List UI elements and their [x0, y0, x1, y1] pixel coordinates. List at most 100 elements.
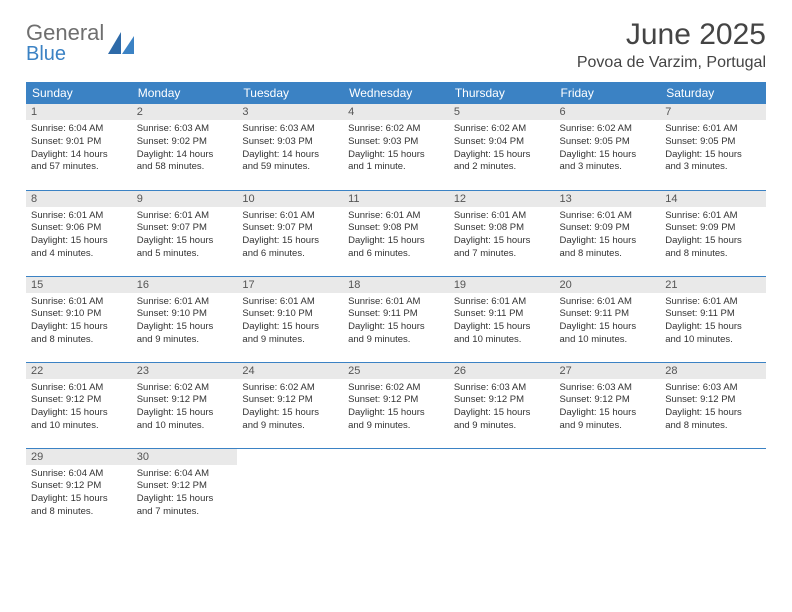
detail-line: Daylight: 15 hours	[454, 149, 550, 162]
weekday-header: Thursday	[449, 82, 555, 104]
detail-line: Sunrise: 6:04 AM	[31, 123, 127, 136]
detail-line: Sunrise: 6:01 AM	[137, 210, 233, 223]
detail-line: Sunset: 9:05 PM	[665, 136, 761, 149]
detail-line: Sunset: 9:12 PM	[31, 480, 127, 493]
detail-line: and 9 minutes.	[137, 334, 233, 347]
detail-line: Sunrise: 6:02 AM	[348, 123, 444, 136]
detail-line: and 8 minutes.	[31, 334, 127, 347]
detail-line: Sunset: 9:08 PM	[348, 222, 444, 235]
detail-line: Daylight: 15 hours	[137, 321, 233, 334]
day-details: Sunrise: 6:01 AMSunset: 9:08 PMDaylight:…	[343, 207, 449, 265]
detail-line: and 1 minute.	[348, 161, 444, 174]
calendar-cell: 7Sunrise: 6:01 AMSunset: 9:05 PMDaylight…	[660, 104, 766, 190]
logo-line1: General	[26, 20, 104, 45]
calendar-cell: 22Sunrise: 6:01 AMSunset: 9:12 PMDayligh…	[26, 362, 132, 448]
day-number: 21	[660, 277, 766, 293]
calendar-cell: 25Sunrise: 6:02 AMSunset: 9:12 PMDayligh…	[343, 362, 449, 448]
day-number: 2	[132, 104, 238, 120]
day-details: Sunrise: 6:01 AMSunset: 9:06 PMDaylight:…	[26, 207, 132, 265]
detail-line: Daylight: 15 hours	[137, 407, 233, 420]
detail-line: Daylight: 14 hours	[31, 149, 127, 162]
detail-line: Sunrise: 6:01 AM	[31, 296, 127, 309]
calendar-cell: 29Sunrise: 6:04 AMSunset: 9:12 PMDayligh…	[26, 448, 132, 534]
calendar-cell: 23Sunrise: 6:02 AMSunset: 9:12 PMDayligh…	[132, 362, 238, 448]
day-number: 19	[449, 277, 555, 293]
detail-line: Daylight: 15 hours	[454, 321, 550, 334]
calendar-cell: 30Sunrise: 6:04 AMSunset: 9:12 PMDayligh…	[132, 448, 238, 534]
detail-line: Sunrise: 6:02 AM	[137, 382, 233, 395]
day-details: Sunrise: 6:01 AMSunset: 9:12 PMDaylight:…	[26, 379, 132, 437]
day-number: 16	[132, 277, 238, 293]
day-number: 6	[555, 104, 661, 120]
detail-line: Sunset: 9:12 PM	[31, 394, 127, 407]
detail-line: Sunrise: 6:01 AM	[665, 123, 761, 136]
weekday-header: Tuesday	[237, 82, 343, 104]
calendar-cell: 2Sunrise: 6:03 AMSunset: 9:02 PMDaylight…	[132, 104, 238, 190]
day-number: 20	[555, 277, 661, 293]
detail-line: and 10 minutes.	[137, 420, 233, 433]
day-details: Sunrise: 6:02 AMSunset: 9:04 PMDaylight:…	[449, 120, 555, 178]
day-number: 9	[132, 191, 238, 207]
detail-line: and 8 minutes.	[665, 420, 761, 433]
detail-line: Daylight: 15 hours	[242, 407, 338, 420]
detail-line: Daylight: 15 hours	[31, 493, 127, 506]
detail-line: Sunset: 9:11 PM	[665, 308, 761, 321]
day-number: 5	[449, 104, 555, 120]
detail-line: Sunrise: 6:03 AM	[665, 382, 761, 395]
day-details: Sunrise: 6:02 AMSunset: 9:12 PMDaylight:…	[237, 379, 343, 437]
detail-line: Daylight: 15 hours	[665, 149, 761, 162]
day-details: Sunrise: 6:02 AMSunset: 9:12 PMDaylight:…	[343, 379, 449, 437]
detail-line: and 58 minutes.	[137, 161, 233, 174]
logo-line2: Blue	[26, 44, 104, 64]
day-number: 25	[343, 363, 449, 379]
detail-line: Sunrise: 6:03 AM	[560, 382, 656, 395]
day-number: 3	[237, 104, 343, 120]
detail-line: Sunrise: 6:03 AM	[454, 382, 550, 395]
detail-line: Daylight: 15 hours	[665, 407, 761, 420]
calendar-cell	[343, 448, 449, 534]
detail-line: Sunrise: 6:01 AM	[665, 296, 761, 309]
weekday-header: Sunday	[26, 82, 132, 104]
detail-line: and 10 minutes.	[454, 334, 550, 347]
weekday-header: Friday	[555, 82, 661, 104]
detail-line: Sunset: 9:08 PM	[454, 222, 550, 235]
calendar-cell: 12Sunrise: 6:01 AMSunset: 9:08 PMDayligh…	[449, 190, 555, 276]
detail-line: and 9 minutes.	[560, 420, 656, 433]
day-number: 4	[343, 104, 449, 120]
detail-line: Daylight: 15 hours	[348, 321, 444, 334]
detail-line: and 10 minutes.	[31, 420, 127, 433]
title-block: June 2025 Povoa de Varzim, Portugal	[577, 18, 766, 72]
day-details: Sunrise: 6:01 AMSunset: 9:11 PMDaylight:…	[660, 293, 766, 351]
calendar-cell: 4Sunrise: 6:02 AMSunset: 9:03 PMDaylight…	[343, 104, 449, 190]
detail-line: and 9 minutes.	[242, 420, 338, 433]
logo-text: General Blue	[26, 22, 104, 64]
detail-line: Sunrise: 6:02 AM	[242, 382, 338, 395]
day-details: Sunrise: 6:03 AMSunset: 9:12 PMDaylight:…	[660, 379, 766, 437]
weekday-header: Saturday	[660, 82, 766, 104]
day-details: Sunrise: 6:02 AMSunset: 9:03 PMDaylight:…	[343, 120, 449, 178]
day-number: 29	[26, 449, 132, 465]
sail-icon	[108, 32, 134, 54]
day-number: 15	[26, 277, 132, 293]
calendar-cell	[237, 448, 343, 534]
day-number: 8	[26, 191, 132, 207]
day-details: Sunrise: 6:04 AMSunset: 9:12 PMDaylight:…	[132, 465, 238, 523]
detail-line: Sunrise: 6:01 AM	[31, 382, 127, 395]
detail-line: Sunrise: 6:01 AM	[454, 210, 550, 223]
detail-line: Sunrise: 6:01 AM	[242, 210, 338, 223]
detail-line: Sunset: 9:06 PM	[31, 222, 127, 235]
detail-line: Sunset: 9:10 PM	[137, 308, 233, 321]
detail-line: and 8 minutes.	[560, 248, 656, 261]
detail-line: Sunset: 9:09 PM	[665, 222, 761, 235]
calendar-week-row: 15Sunrise: 6:01 AMSunset: 9:10 PMDayligh…	[26, 276, 766, 362]
detail-line: and 10 minutes.	[665, 334, 761, 347]
day-number: 24	[237, 363, 343, 379]
day-details: Sunrise: 6:01 AMSunset: 9:10 PMDaylight:…	[132, 293, 238, 351]
detail-line: Sunrise: 6:03 AM	[242, 123, 338, 136]
calendar-cell: 10Sunrise: 6:01 AMSunset: 9:07 PMDayligh…	[237, 190, 343, 276]
detail-line: Daylight: 15 hours	[242, 235, 338, 248]
calendar-week-row: 29Sunrise: 6:04 AMSunset: 9:12 PMDayligh…	[26, 448, 766, 534]
detail-line: Sunrise: 6:01 AM	[454, 296, 550, 309]
day-details: Sunrise: 6:01 AMSunset: 9:11 PMDaylight:…	[555, 293, 661, 351]
day-details: Sunrise: 6:01 AMSunset: 9:09 PMDaylight:…	[660, 207, 766, 265]
